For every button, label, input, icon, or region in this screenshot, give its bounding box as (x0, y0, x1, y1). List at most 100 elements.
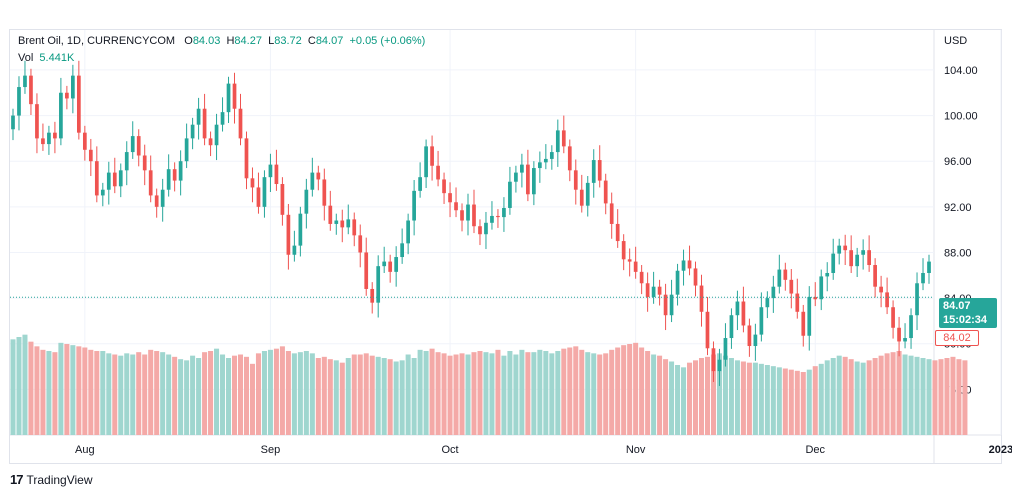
volume-bar (591, 353, 597, 435)
volume-bar (16, 337, 22, 435)
candle-body (484, 222, 488, 235)
candle-body (502, 207, 506, 218)
candle-body (903, 338, 907, 342)
candle-body (699, 285, 704, 312)
volume-bar (291, 353, 297, 435)
y-tick-label: 88.00 (944, 247, 972, 259)
volume-bar (621, 345, 627, 435)
volume-bar (142, 354, 148, 435)
candle-body (555, 130, 560, 153)
candle-body (621, 241, 626, 260)
legend-open: 84.03 (192, 35, 221, 47)
candle-body (82, 132, 87, 150)
volume-bar (178, 359, 184, 435)
volume-bar (531, 352, 537, 435)
volume-bar (812, 366, 818, 435)
candle-body (561, 130, 566, 147)
volume-bar (782, 368, 788, 435)
volume-bar (34, 346, 40, 435)
candle-body (11, 115, 15, 130)
legend-symbol[interactable]: Brent Oil, 1D, CURRENCYCOM (18, 35, 176, 47)
volume-bar (537, 349, 543, 435)
candle-body (855, 254, 860, 267)
volume-bar (663, 359, 669, 435)
volume-bar (237, 354, 244, 435)
candle-body (873, 265, 877, 287)
volume-bar (315, 358, 321, 435)
volume-bar (842, 356, 848, 435)
volume-bar (854, 361, 860, 435)
candle-body (579, 189, 584, 206)
candle-body (346, 219, 351, 228)
candle-body (813, 296, 818, 300)
y-tick-label: 100.00 (944, 111, 978, 123)
volume-bar (866, 360, 872, 435)
volume-bar (860, 362, 866, 435)
candle-body (214, 124, 219, 146)
candle-body (454, 202, 458, 211)
x-tick-label: Oct (441, 444, 458, 456)
volume-bar (130, 354, 136, 435)
volume-bar (118, 355, 124, 435)
candle-body (573, 170, 578, 190)
candle-body (843, 245, 848, 251)
candle-body (532, 168, 536, 195)
volume-bar (836, 355, 842, 435)
candle-body (53, 132, 57, 139)
volume-bar (327, 359, 333, 435)
candle-body (142, 155, 147, 171)
candle-body (747, 325, 752, 347)
volume-bar (267, 349, 273, 435)
volume-bar (220, 354, 226, 435)
candle-body (400, 243, 405, 258)
candle-body (244, 138, 249, 179)
volume-bar (70, 345, 76, 435)
volume-bar (249, 363, 255, 435)
candle-body (496, 215, 500, 218)
candle-body (597, 160, 602, 181)
candle-body (280, 184, 285, 215)
volume-bar (148, 349, 154, 435)
volume-bar (567, 347, 573, 435)
tradingview-logo-icon: 17 (10, 472, 24, 487)
volume-bar (830, 358, 836, 435)
volume-bar (926, 359, 932, 435)
volume-bar (639, 347, 645, 435)
volume-bar (818, 363, 824, 435)
volume-bar (681, 367, 687, 435)
volume-bar (956, 359, 962, 435)
candle-body (208, 138, 213, 146)
volume-bar (261, 351, 267, 435)
volume-bar (381, 358, 387, 435)
candle-body (645, 283, 650, 297)
branding-text: TradingView (26, 472, 93, 487)
tradingview-branding[interactable]: 17 TradingView (10, 472, 93, 487)
volume-bar (52, 352, 58, 435)
volume-bar (806, 369, 812, 435)
volume-bar (752, 362, 758, 435)
volume-bar (633, 342, 639, 435)
volume-bar (243, 356, 250, 435)
volume-bar (387, 359, 393, 435)
candle-body (801, 311, 806, 336)
ohlc-legend: Brent Oil, 1D, CURRENCYCOM O84.03 H84.27… (18, 35, 425, 47)
legend-vol-label[interactable]: Vol (18, 52, 34, 64)
volume-bar (411, 358, 417, 435)
candle-body (675, 270, 680, 295)
volume-bar (519, 349, 525, 435)
volume-bar (255, 353, 261, 435)
volume-bar (106, 353, 112, 435)
volume-bar (704, 356, 711, 435)
volume-bar (645, 351, 651, 435)
candle-body (178, 161, 183, 181)
volume-bar (914, 356, 920, 435)
candle-body (891, 307, 895, 328)
volume-bar (369, 355, 375, 435)
candle-body (376, 266, 381, 303)
candle-body (603, 180, 608, 204)
candle-body (849, 250, 854, 267)
volume-bar (872, 358, 878, 435)
volume-bar (435, 352, 441, 435)
volume-bar (734, 360, 740, 435)
